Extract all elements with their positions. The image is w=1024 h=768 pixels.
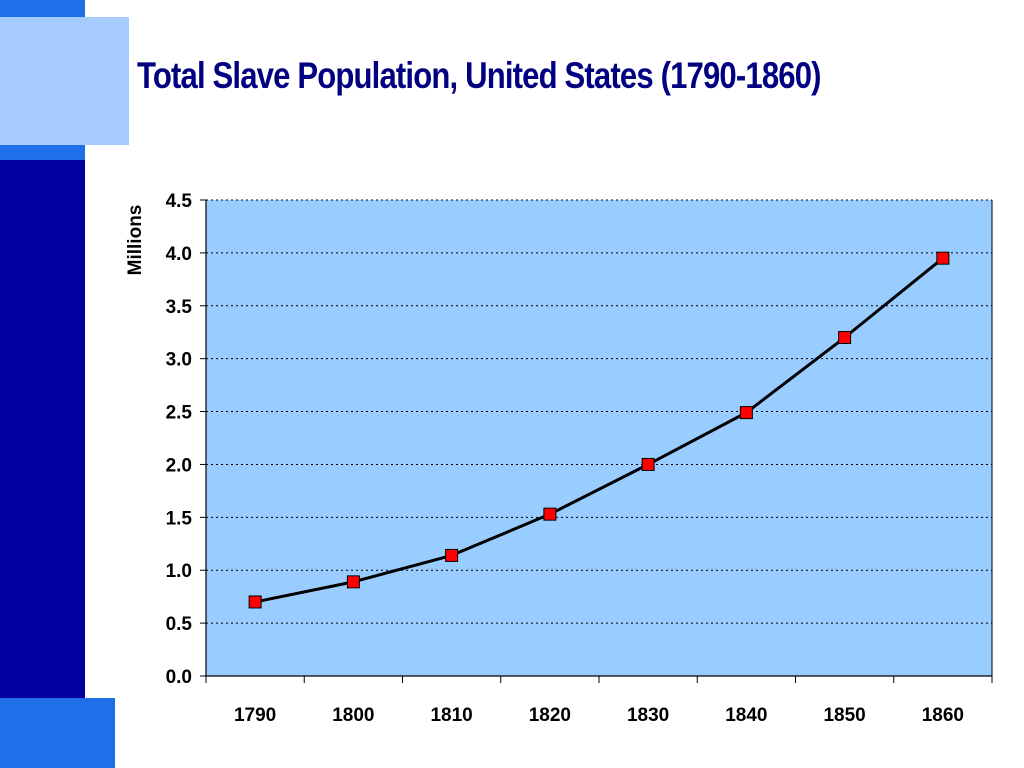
y-axis-label: Millions (125, 205, 146, 276)
x-tick-label: 1790 (234, 705, 276, 726)
data-point-1850 (838, 331, 852, 345)
x-tick-label: 1820 (529, 705, 571, 726)
y-tick-label: 2.5 (166, 403, 193, 424)
x-tick-labels: 1790 1800 1810 1820 1830 1840 1850 1860 (234, 705, 964, 726)
y-tick-label: 2.0 (166, 455, 192, 476)
y-tick-label: 1.5 (166, 508, 193, 529)
x-tick-label: 1850 (823, 705, 865, 726)
y-tick-label: 4.0 (166, 244, 192, 265)
series-line (254, 257, 944, 604)
x-tick-label: 1810 (430, 705, 472, 726)
data-point-1820 (543, 507, 557, 521)
series-population (248, 251, 950, 609)
axes (200, 199, 993, 683)
x-tick-label: 1800 (332, 705, 374, 726)
decor-bottom-block (0, 698, 115, 768)
plot-area (206, 200, 992, 676)
y-tick-label: 1.0 (166, 561, 192, 582)
x-tick-label: 1860 (922, 705, 964, 726)
data-point-1800 (346, 575, 360, 589)
slide-title: Total Slave Population, United States (1… (137, 55, 822, 96)
data-point-1830 (641, 457, 655, 471)
x-tick-label: 1840 (725, 705, 767, 726)
decor-light-square (0, 17, 129, 145)
y-tick-label: 0.5 (166, 614, 193, 635)
y-tick-label: 4.5 (166, 191, 193, 212)
data-point-1840 (739, 406, 753, 420)
x-tick-label: 1830 (627, 705, 669, 726)
data-point-1810 (445, 548, 459, 562)
decor-navy-bar (0, 160, 85, 700)
data-point-1790 (248, 595, 262, 609)
y-tick-label: 3.5 (166, 297, 193, 318)
y-tick-label: 0.0 (166, 667, 192, 688)
data-point-1860 (936, 251, 950, 265)
y-tick-label: 3.0 (166, 350, 192, 371)
y-tick-labels: 0.0 0.5 1.0 1.5 2.0 2.5 3.0 3.5 4.0 4.5 (166, 191, 193, 688)
